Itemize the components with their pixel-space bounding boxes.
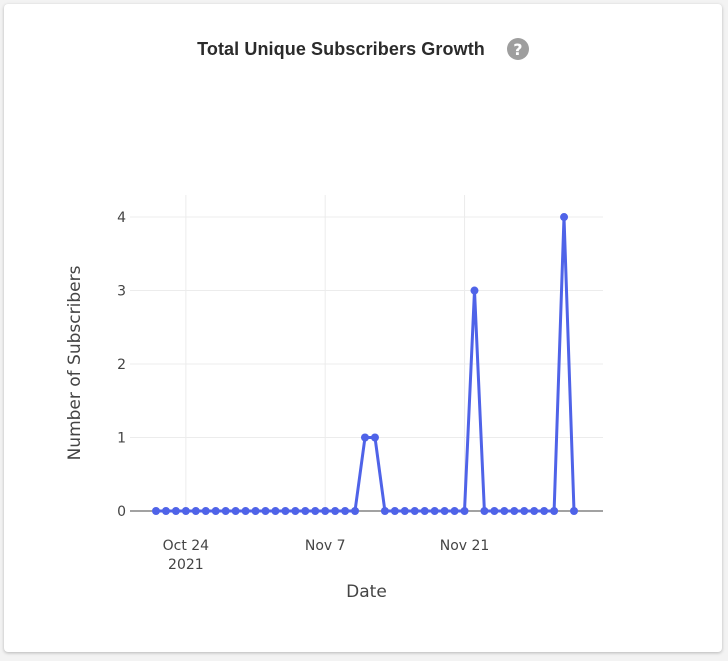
- data-point: [361, 433, 369, 442]
- data-point: [560, 213, 569, 222]
- y-tick-label-4: 4: [117, 210, 126, 226]
- data-point: [400, 507, 409, 515]
- data-point: [241, 507, 250, 515]
- data-point: [370, 433, 379, 442]
- data-point: [351, 507, 360, 515]
- data-point: [530, 507, 539, 515]
- data-point: [161, 507, 170, 515]
- data-point: [191, 507, 200, 515]
- data-point: [420, 507, 429, 515]
- chart-card: Total Unique Subscribers Growth ?: [4, 4, 722, 652]
- data-point: [490, 507, 499, 515]
- data-point: [152, 507, 160, 515]
- data-point: [211, 507, 220, 515]
- data-point: [410, 507, 419, 515]
- data-point: [540, 507, 549, 515]
- y-tick-label-3: 3: [117, 284, 126, 300]
- data-point: [271, 507, 280, 515]
- data-point: [291, 507, 300, 515]
- y-axis-title: Number of Subscribers: [65, 265, 85, 460]
- data-point: [480, 507, 489, 515]
- data-point: [430, 507, 439, 515]
- x-tick-label-1: Nov 7: [305, 538, 346, 554]
- data-point: [510, 507, 519, 515]
- data-point: [341, 507, 350, 515]
- data-point: [301, 507, 310, 515]
- data-point: [460, 507, 469, 515]
- data-point: [380, 507, 389, 515]
- x-tick-label-2: Nov 21: [440, 538, 490, 554]
- data-point: [251, 507, 260, 515]
- data-point: [231, 507, 240, 515]
- y-tick-label-0: 0: [117, 504, 126, 520]
- data-point: [550, 507, 559, 515]
- data-point: [520, 507, 529, 515]
- data-point: [331, 507, 340, 515]
- chart-title: Total Unique Subscribers Growth: [197, 38, 485, 59]
- title-row: Total Unique Subscribers Growth ?: [4, 34, 722, 64]
- y-tick-label-1: 1: [117, 431, 126, 447]
- data-point: [390, 507, 399, 515]
- y-tick-label-2: 2: [117, 357, 126, 373]
- x-tick-label-0: Oct 24: [163, 538, 210, 554]
- x-axis-title: Date: [346, 582, 387, 602]
- question-mark-icon[interactable]: ?: [506, 38, 529, 60]
- data-point: [171, 507, 180, 515]
- data-point: [181, 507, 190, 515]
- data-point: [450, 507, 459, 515]
- data-point: [201, 507, 210, 515]
- data-point: [440, 507, 449, 515]
- data-point: [311, 507, 320, 515]
- data-point: [261, 507, 270, 515]
- data-point: [221, 507, 230, 515]
- data-point: [321, 507, 330, 515]
- data-point: [500, 507, 509, 515]
- data-point: [470, 286, 479, 295]
- x-tick-sublabel-0: 2021: [168, 557, 204, 573]
- data-point: [281, 507, 290, 515]
- data-point: [570, 507, 578, 515]
